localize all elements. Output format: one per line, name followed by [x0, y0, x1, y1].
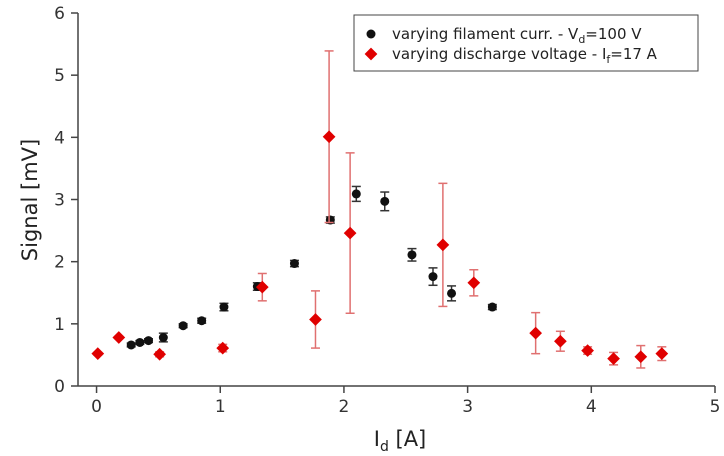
legend-label-series-1-sub: d: [578, 33, 585, 46]
x-axis-label-main: I: [374, 427, 380, 451]
data-point: [467, 276, 481, 290]
legend-label-series-1: varying filament curr. - Vd=100 V: [392, 25, 642, 46]
data-point: [447, 288, 457, 298]
data-point: [436, 238, 450, 252]
data-point: [351, 189, 361, 199]
data-point: [554, 334, 567, 348]
series-1: [126, 185, 497, 350]
data-point: [343, 226, 357, 240]
legend-marker-series-1: [366, 29, 376, 39]
legend-marker-series-2: [364, 47, 378, 61]
y-tick-label: 4: [54, 128, 65, 148]
data-point: [322, 130, 336, 144]
legend-box: [353, 14, 699, 72]
data-point: [428, 272, 438, 282]
data-point: [655, 347, 669, 361]
data-point: [219, 302, 229, 312]
y-tick-label: 6: [54, 4, 65, 24]
data-point: [634, 350, 648, 364]
data-layer: [91, 50, 669, 369]
y-tick-label: 5: [54, 66, 65, 86]
y-axis-label: Signal [mV]: [18, 139, 42, 261]
legend-label-series-2-sub: f: [606, 53, 611, 66]
data-point: [380, 196, 390, 206]
data-point: [407, 250, 417, 260]
x-tick-label: 1: [215, 397, 226, 417]
series-2: [91, 50, 669, 369]
data-point: [135, 337, 145, 347]
data-point: [197, 316, 207, 326]
data-point: [144, 336, 154, 346]
legend-label-series-1-b: =100 V: [585, 25, 642, 43]
x-tick-label: 2: [339, 397, 350, 417]
data-point: [112, 331, 126, 344]
data-point: [529, 326, 543, 340]
y-tick-label: 3: [54, 191, 65, 211]
data-point: [289, 259, 299, 269]
legend-label-series-2-a: varying discharge voltage - I: [392, 45, 606, 63]
y-tick-label: 1: [54, 315, 65, 335]
legend-label-series-2-b: =17 A: [610, 45, 657, 63]
data-point: [255, 280, 269, 294]
data-point: [126, 340, 136, 350]
data-point: [153, 347, 166, 361]
x-tick-label: 4: [586, 397, 597, 417]
data-point: [178, 321, 188, 331]
data-point: [487, 302, 497, 312]
data-point: [158, 333, 168, 343]
legend-label-series-1-a: varying filament curr. - V: [392, 25, 579, 43]
data-point: [309, 313, 322, 326]
y-tick-label: 2: [54, 253, 65, 273]
x-tick-label: 3: [462, 397, 473, 417]
x-tick-label: 0: [91, 397, 102, 417]
x-axis-label-tail: [A]: [389, 427, 426, 451]
data-point: [607, 352, 620, 366]
x-tick-label: 5: [710, 397, 721, 417]
y-ticks: 0 1 2 3 4 5 6: [54, 4, 78, 397]
data-point: [216, 341, 230, 355]
legend: varying filament curr. - Vd=100 V varyin…: [353, 14, 699, 72]
x-axis-label: Id [A]: [374, 427, 427, 455]
x-axis-label-sub: d: [380, 439, 389, 455]
legend-label-series-2: varying discharge voltage - If=17 A: [392, 45, 658, 66]
y-tick-label: 0: [54, 377, 65, 397]
data-point: [91, 347, 105, 361]
x-ticks: 0 1 2 3 4 5: [91, 386, 720, 417]
